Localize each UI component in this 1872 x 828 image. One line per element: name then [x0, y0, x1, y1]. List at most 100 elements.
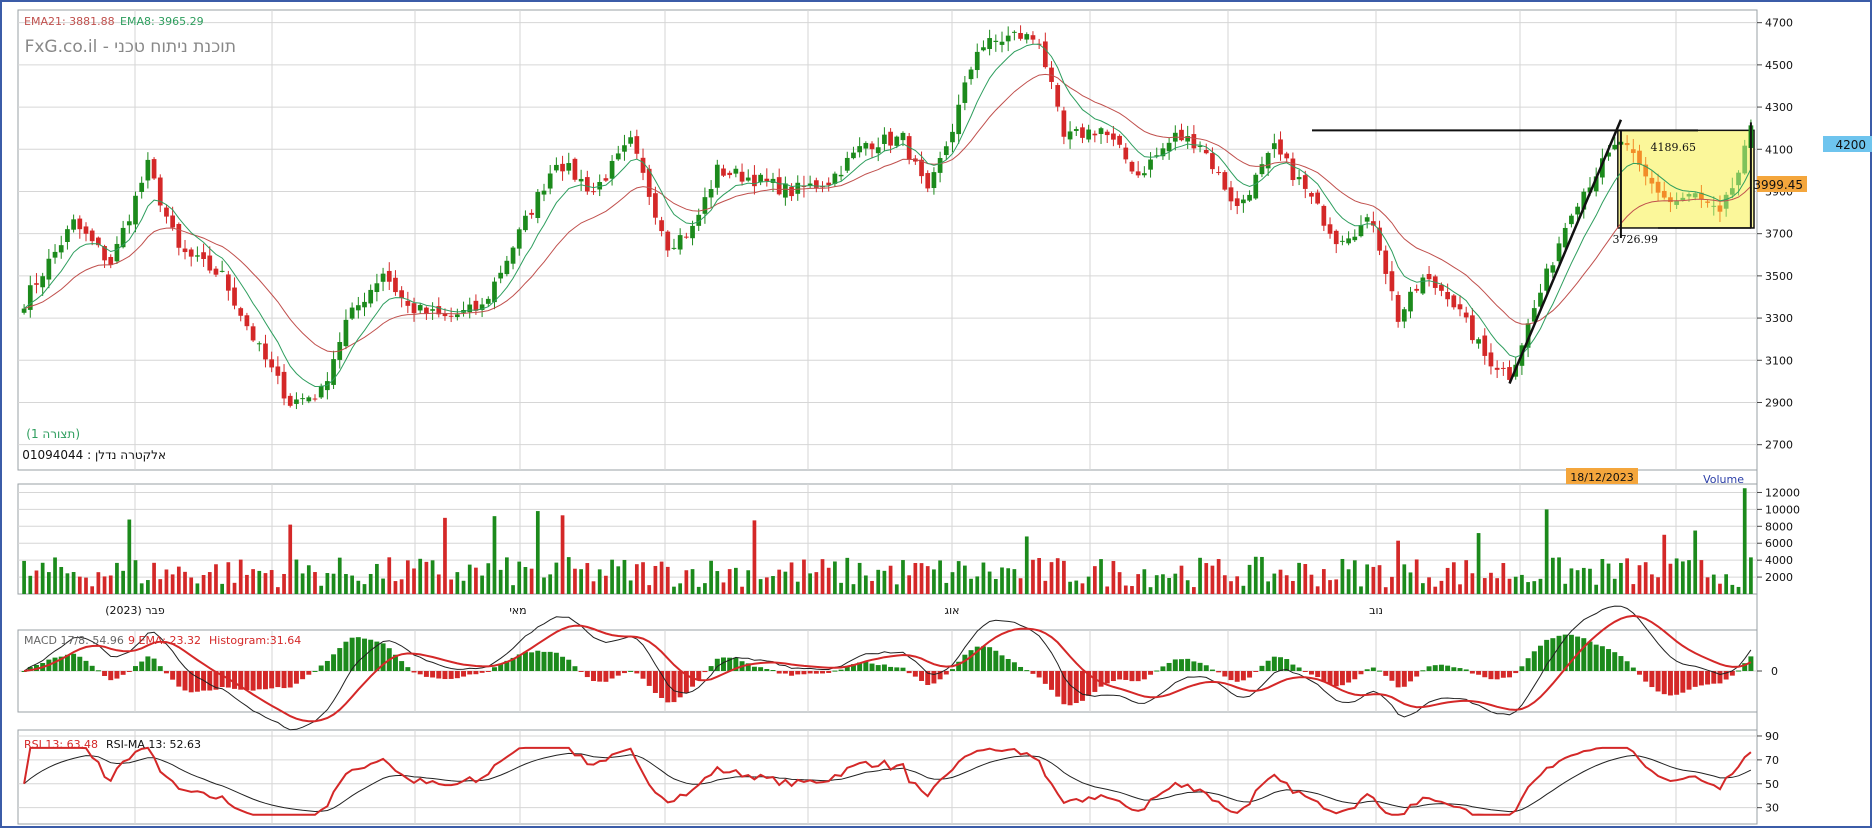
volume-bar — [1662, 534, 1667, 594]
macd-histogram-bar — [337, 648, 343, 671]
volume-bar — [628, 580, 633, 594]
macd-ema-label: 9 EMA: 23.32 — [128, 634, 201, 647]
macd-histogram-bar — [553, 652, 559, 671]
macd-histogram-bar — [1482, 671, 1488, 678]
candle-body — [1012, 31, 1017, 33]
candle-body — [745, 177, 751, 181]
candle-body — [950, 131, 955, 143]
candle-body — [1333, 230, 1339, 245]
macd-histogram-bar — [1148, 671, 1154, 675]
macd-histogram-bar — [349, 637, 355, 671]
volume-bar — [344, 574, 348, 594]
price-panel[interactable] — [21, 25, 1755, 410]
candle-body — [380, 273, 386, 282]
candle-body — [176, 223, 182, 248]
macd-histogram-bar — [1513, 671, 1519, 674]
candle-body — [213, 268, 219, 275]
volume-bar — [1557, 557, 1561, 594]
macd-histogram-bar — [64, 654, 70, 671]
candle-body — [1166, 142, 1172, 152]
volume-bar — [863, 575, 868, 594]
macd-histogram-bar — [1655, 671, 1661, 692]
macd-histogram-bar — [1253, 671, 1259, 672]
macd-histogram-bar — [677, 671, 683, 698]
volume-bar — [1631, 584, 1636, 594]
volume-bar — [882, 570, 887, 594]
candle-body — [368, 289, 374, 304]
volume-panel[interactable] — [22, 488, 1753, 594]
candle-body — [1445, 291, 1450, 300]
axis-labels: 2700290031003300350037003900410043004500… — [105, 17, 1800, 815]
macd-histogram-bar — [1240, 671, 1246, 681]
macd-histogram-label: Histogram:31.64 — [209, 634, 301, 647]
macd-histogram-bar — [417, 671, 423, 675]
macd-histogram-bar — [1327, 671, 1333, 685]
volume-bar — [121, 570, 125, 594]
candle-body — [374, 283, 380, 293]
macd-histogram-bar — [597, 671, 603, 682]
candle-body — [807, 183, 813, 186]
candle-body — [1395, 295, 1401, 322]
candle-body — [956, 104, 962, 135]
rsi-tick-label: 90 — [1765, 730, 1779, 743]
macd-histogram-bar — [937, 671, 943, 680]
macd-histogram-bar — [1117, 671, 1123, 680]
candle-body — [504, 260, 510, 275]
volume-bar — [1260, 556, 1264, 594]
symbol-label: אלקטרה נדלן : 01094044 — [22, 448, 166, 462]
macd-histogram-bar — [881, 664, 887, 671]
candle-body — [1705, 201, 1710, 203]
macd-histogram-bar — [151, 658, 157, 671]
volume-bar — [758, 579, 763, 594]
volume-bar — [1266, 581, 1270, 594]
rsi-panel[interactable] — [23, 746, 1752, 816]
candle-body — [1005, 35, 1011, 42]
macd-histogram-bar — [194, 671, 200, 692]
candle-body — [1234, 198, 1240, 206]
volume-bar — [523, 567, 528, 594]
candle-body — [1148, 159, 1153, 170]
macd-histogram-bar — [1537, 645, 1543, 671]
candle-body — [683, 236, 689, 238]
volume-bar — [616, 566, 621, 594]
volume-bar — [597, 569, 602, 594]
volume-bar — [1377, 565, 1382, 594]
volume-bar — [1037, 558, 1041, 594]
macd-histogram-bar — [535, 650, 541, 671]
volume-bar — [84, 577, 88, 594]
macd-histogram-bar — [1395, 671, 1401, 688]
rsi-tick-label: 30 — [1765, 802, 1779, 815]
volume-bar — [1427, 577, 1431, 594]
macd-histogram-bar — [925, 671, 931, 685]
candle-body — [1680, 197, 1686, 201]
volume-bar — [1117, 572, 1122, 594]
macd-panel[interactable] — [21, 605, 1754, 731]
macd-histogram-bar — [1216, 671, 1222, 673]
macd-histogram-bar — [1426, 666, 1432, 671]
volume-bar — [783, 571, 788, 594]
candle-body — [1302, 175, 1308, 189]
candle-body — [1253, 174, 1259, 199]
volume-bar — [1482, 578, 1487, 594]
candle-body — [46, 258, 52, 280]
volume-bar — [1111, 561, 1116, 594]
volume-bar — [1656, 577, 1660, 594]
candle-body — [58, 245, 64, 253]
candle-body — [832, 173, 838, 184]
candle-body — [900, 132, 906, 141]
volume-bar — [1340, 558, 1345, 594]
volume-bar — [368, 573, 373, 594]
volume-bar — [1451, 562, 1456, 594]
macd-histogram-bar — [659, 671, 665, 698]
macd-histogram-bar — [374, 641, 380, 671]
volume-bar — [152, 562, 156, 594]
macd-histogram-bar — [603, 671, 609, 682]
volume-bar — [387, 557, 392, 594]
trend-line — [1508, 119, 1623, 384]
volume-bar — [746, 570, 751, 594]
volume-bar — [214, 564, 218, 594]
volume-bar — [412, 568, 416, 594]
volume-bar — [158, 579, 163, 594]
candle-body — [1055, 85, 1061, 107]
